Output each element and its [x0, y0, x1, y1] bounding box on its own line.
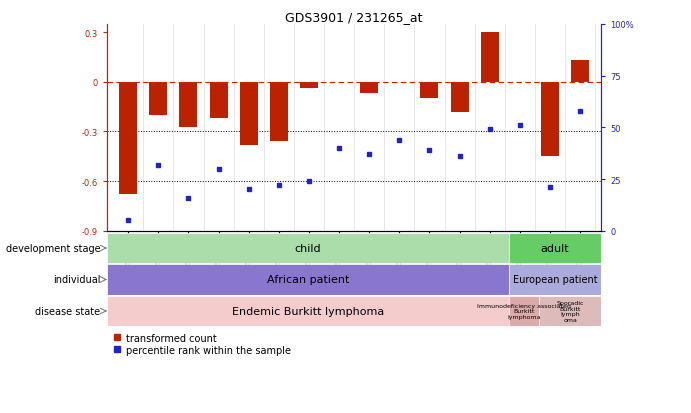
- Bar: [481, 33, 499, 83]
- Bar: [540, 296, 601, 326]
- Legend: transformed count, percentile rank within the sample: transformed count, percentile rank withi…: [112, 333, 291, 355]
- Bar: [209, 83, 227, 119]
- Bar: [509, 265, 601, 295]
- Text: development stage: development stage: [6, 243, 100, 254]
- Text: Sporadic
Burkitt
lymph
oma: Sporadic Burkitt lymph oma: [556, 300, 584, 323]
- Bar: [107, 233, 509, 263]
- Bar: [509, 296, 540, 326]
- Text: Immunodeficiency associated
Burkitt
lymphoma: Immunodeficiency associated Burkitt lymp…: [477, 303, 571, 320]
- Bar: [180, 83, 198, 127]
- Text: European patient: European patient: [513, 275, 597, 285]
- Bar: [360, 83, 378, 94]
- Bar: [107, 265, 509, 295]
- Bar: [541, 83, 559, 157]
- Bar: [571, 61, 589, 83]
- Title: GDS3901 / 231265_at: GDS3901 / 231265_at: [285, 11, 423, 24]
- Text: disease state: disease state: [35, 306, 100, 316]
- Bar: [420, 83, 439, 99]
- Text: individual: individual: [53, 275, 100, 285]
- Bar: [451, 83, 468, 112]
- Text: Endemic Burkitt lymphoma: Endemic Burkitt lymphoma: [231, 306, 384, 316]
- Text: adult: adult: [540, 243, 569, 254]
- Bar: [149, 83, 167, 116]
- Text: African patient: African patient: [267, 275, 349, 285]
- Bar: [119, 83, 138, 195]
- Bar: [269, 83, 288, 142]
- Bar: [300, 83, 318, 89]
- Bar: [240, 83, 258, 145]
- Bar: [509, 233, 601, 263]
- Text: child: child: [294, 243, 321, 254]
